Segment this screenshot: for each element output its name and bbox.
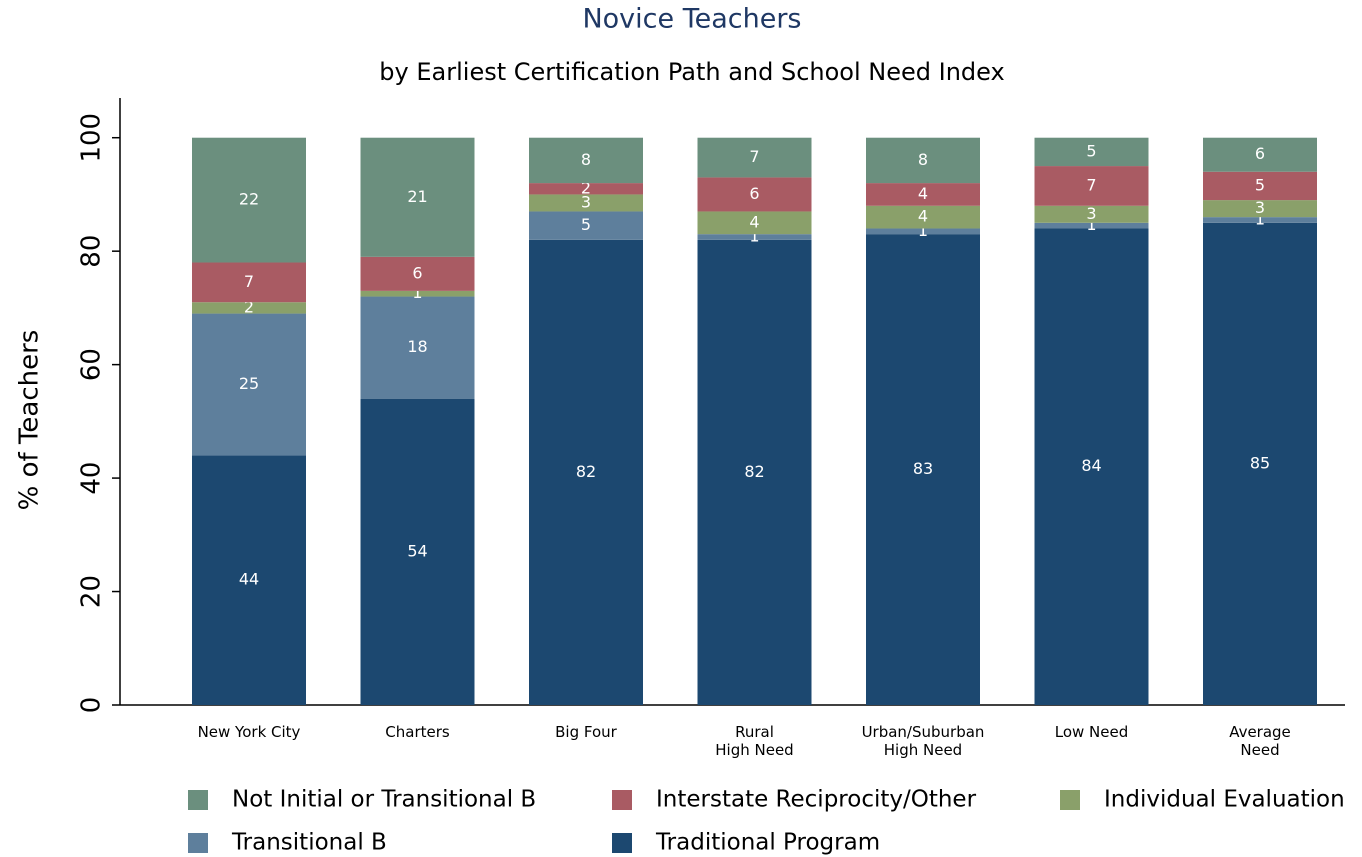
data-label: 1	[749, 226, 759, 245]
data-label: 7	[1086, 175, 1096, 194]
y-tick-label: 100	[77, 113, 107, 163]
data-label: 85	[1250, 453, 1270, 472]
bar-segment	[1203, 137, 1317, 172]
bar-segment	[1034, 222, 1149, 229]
data-label: 3	[1255, 198, 1265, 217]
data-label: 7	[244, 272, 254, 291]
data-label: 5	[1255, 175, 1265, 194]
y-tick-label: 40	[77, 462, 107, 495]
y-tick-label: 60	[77, 348, 107, 381]
legend-swatch	[188, 790, 208, 810]
chart-subtitle: by Earliest Certification Path and Schoo…	[379, 58, 1004, 86]
x-tick-label: Big Four	[555, 723, 617, 741]
bar-segment	[697, 211, 812, 235]
bar-segment	[1034, 228, 1149, 706]
data-label: 6	[412, 263, 422, 282]
bar-segment	[192, 455, 306, 705]
data-label: 21	[407, 187, 427, 206]
bar-segment	[697, 177, 812, 212]
data-label: 5	[581, 215, 591, 234]
data-label: 4	[918, 207, 928, 226]
bar-segment	[529, 194, 643, 212]
x-tick-label: Low Need	[1054, 723, 1129, 741]
bar-segment	[866, 183, 980, 206]
x-tick-label: Charters	[385, 723, 450, 741]
data-label: 6	[1255, 144, 1265, 163]
legend-label: Traditional Program	[655, 830, 880, 856]
data-label: 54	[407, 541, 427, 560]
bar-segment	[360, 398, 475, 705]
bar-segment	[192, 313, 306, 456]
data-label: 22	[239, 190, 259, 209]
y-tick-label: 80	[77, 235, 107, 268]
data-label: 18	[407, 337, 427, 356]
bar-segment	[192, 302, 306, 314]
data-label: 5	[1086, 141, 1096, 160]
legend-swatch	[1060, 790, 1080, 810]
bar-segment	[866, 205, 980, 229]
bar-segment	[1203, 200, 1317, 218]
legend-label: Individual Evaluation	[1104, 787, 1345, 813]
data-label: 82	[576, 462, 596, 481]
bar-segment	[1034, 137, 1149, 167]
data-label: 25	[239, 374, 259, 393]
bar-segment	[1034, 205, 1149, 223]
bar-segment	[1203, 171, 1317, 201]
data-label: 8	[581, 150, 591, 169]
legend-swatch	[612, 833, 632, 853]
bar-segment	[1203, 222, 1317, 705]
bar-segment	[192, 137, 306, 263]
legend-label: Transitional B	[231, 830, 387, 856]
bar-segment	[529, 137, 643, 184]
data-label: 4	[918, 184, 928, 203]
y-tick-label: 0	[77, 697, 107, 714]
data-label: 2	[581, 178, 591, 197]
bar-segment	[866, 137, 980, 184]
bar-segment	[866, 234, 980, 705]
data-label: 7	[749, 147, 759, 166]
bar-segment	[1034, 166, 1149, 206]
bar-segment	[866, 228, 980, 235]
x-tick-label: Average Need	[1229, 723, 1291, 759]
legend-swatch	[612, 790, 632, 810]
legend-label: Not Initial or Transitional B	[232, 787, 536, 813]
data-label: 44	[239, 570, 259, 589]
data-label: 1	[918, 221, 928, 240]
bar-segment	[697, 239, 812, 705]
data-label: 3	[1086, 204, 1096, 223]
bar-segment	[529, 183, 643, 195]
x-tick-label: New York City	[197, 723, 301, 741]
data-label: 2	[244, 297, 254, 316]
bar-segment	[360, 137, 475, 257]
bar-segment	[529, 211, 643, 240]
x-tick-label: Urban/Suburban High Need	[861, 723, 985, 759]
data-label: 8	[918, 150, 928, 169]
bar-segment	[1203, 217, 1317, 223]
data-label: 1	[1086, 215, 1096, 234]
data-label: 1	[412, 283, 422, 302]
bar-segment	[529, 239, 643, 705]
bar-segment	[192, 262, 306, 303]
data-label: 83	[913, 459, 933, 478]
bar-segment	[697, 137, 812, 178]
bar-segment	[697, 234, 812, 240]
data-label: 84	[1081, 456, 1101, 475]
bar-segment	[360, 296, 475, 399]
data-label: 6	[749, 184, 759, 203]
y-axis-label: % of Teachers	[15, 330, 45, 511]
bar-segment	[360, 256, 475, 291]
data-label: 4	[749, 212, 759, 231]
legend-swatch	[188, 833, 208, 853]
chart-title: Novice Teachers	[582, 4, 801, 35]
bar-segment	[360, 290, 475, 297]
data-label: 3	[581, 192, 591, 211]
x-tick-label: Rural High Need	[715, 723, 794, 759]
data-label: 82	[744, 462, 764, 481]
y-tick-label: 20	[77, 575, 107, 608]
data-label: 1	[1255, 209, 1265, 228]
legend-label: Interstate Reciprocity/Other	[656, 787, 977, 813]
